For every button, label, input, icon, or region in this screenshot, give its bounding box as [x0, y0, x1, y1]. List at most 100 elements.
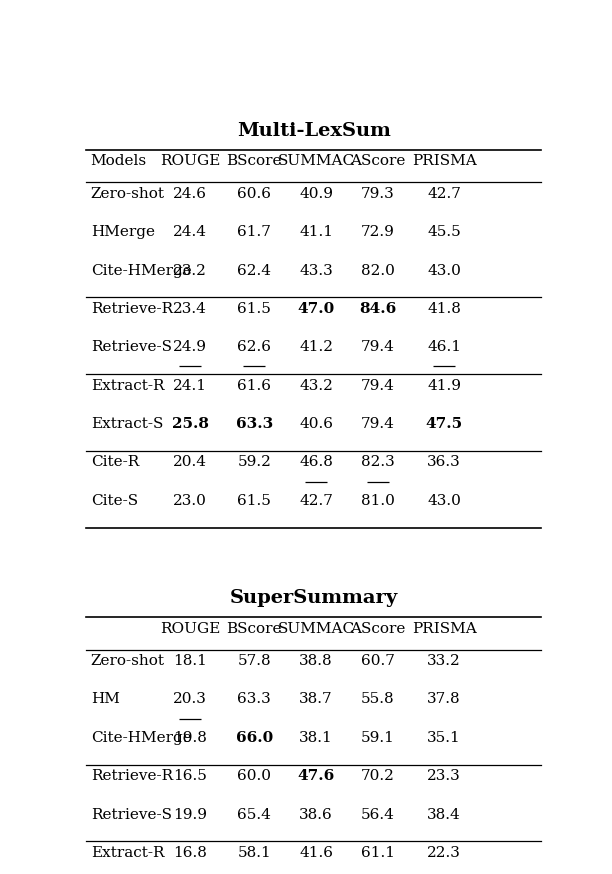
Text: 38.4: 38.4	[427, 808, 461, 822]
Text: 41.8: 41.8	[427, 302, 461, 316]
Text: Zero-shot: Zero-shot	[91, 654, 165, 668]
Text: 43.0: 43.0	[427, 264, 461, 278]
Text: BScore: BScore	[226, 155, 282, 169]
Text: 19.8: 19.8	[173, 731, 207, 745]
Text: 24.1: 24.1	[173, 378, 207, 392]
Text: 82.0: 82.0	[360, 264, 395, 278]
Text: 25.8: 25.8	[172, 417, 209, 431]
Text: Retrieve-S: Retrieve-S	[91, 808, 172, 822]
Text: PRISMA: PRISMA	[412, 155, 477, 169]
Text: 40.9: 40.9	[299, 187, 333, 201]
Text: 38.7: 38.7	[299, 692, 333, 706]
Text: Retrieve-R: Retrieve-R	[91, 769, 173, 783]
Text: 23.0: 23.0	[173, 494, 207, 508]
Text: AScore: AScore	[350, 621, 405, 635]
Text: 36.3: 36.3	[427, 455, 461, 469]
Text: 79.3: 79.3	[361, 187, 395, 201]
Text: Retrieve-R: Retrieve-R	[91, 302, 173, 316]
Text: 41.1: 41.1	[299, 225, 333, 239]
Text: PRISMA: PRISMA	[412, 621, 477, 635]
Text: 35.1: 35.1	[427, 731, 461, 745]
Text: 38.8: 38.8	[299, 654, 333, 668]
Text: 79.4: 79.4	[360, 378, 395, 392]
Text: 45.5: 45.5	[427, 225, 461, 239]
Text: 18.1: 18.1	[173, 654, 207, 668]
Text: 82.3: 82.3	[361, 455, 395, 469]
Text: Extract-S: Extract-S	[91, 417, 163, 431]
Text: 20.3: 20.3	[173, 692, 207, 706]
Text: 59.2: 59.2	[237, 455, 271, 469]
Text: 79.4: 79.4	[360, 340, 395, 354]
Text: 43.3: 43.3	[299, 264, 333, 278]
Text: 65.4: 65.4	[237, 808, 271, 822]
Text: 62.6: 62.6	[237, 340, 271, 354]
Text: 47.6: 47.6	[297, 769, 335, 783]
Text: Zero-shot: Zero-shot	[91, 187, 165, 201]
Text: 61.5: 61.5	[237, 302, 271, 316]
Text: HMerge: HMerge	[91, 225, 155, 239]
Text: 16.5: 16.5	[173, 769, 207, 783]
Text: 41.9: 41.9	[427, 378, 461, 392]
Text: 61.1: 61.1	[360, 846, 395, 860]
Text: Extract-R: Extract-R	[91, 378, 164, 392]
Text: 23.4: 23.4	[173, 302, 207, 316]
Text: 72.9: 72.9	[360, 225, 395, 239]
Text: 16.8: 16.8	[173, 846, 207, 860]
Text: 24.6: 24.6	[173, 187, 207, 201]
Text: HM: HM	[91, 692, 119, 706]
Text: 37.8: 37.8	[427, 692, 461, 706]
Text: 41.2: 41.2	[299, 340, 333, 354]
Text: 23.3: 23.3	[427, 769, 461, 783]
Text: 70.2: 70.2	[360, 769, 395, 783]
Text: 79.4: 79.4	[360, 417, 395, 431]
Text: 66.0: 66.0	[236, 731, 273, 745]
Text: 59.1: 59.1	[360, 731, 395, 745]
Text: ROUGE: ROUGE	[160, 155, 220, 169]
Text: Models: Models	[91, 155, 147, 169]
Text: 47.0: 47.0	[297, 302, 335, 316]
Text: 81.0: 81.0	[360, 494, 395, 508]
Text: Extract-R: Extract-R	[91, 846, 164, 860]
Text: 61.7: 61.7	[237, 225, 271, 239]
Text: 84.6: 84.6	[359, 302, 397, 316]
Text: 19.9: 19.9	[173, 808, 207, 822]
Text: 60.7: 60.7	[360, 654, 395, 668]
Text: 38.6: 38.6	[299, 808, 333, 822]
Text: SuperSummary: SuperSummary	[230, 589, 398, 607]
Text: 33.2: 33.2	[427, 654, 461, 668]
Text: 56.4: 56.4	[360, 808, 395, 822]
Text: 46.8: 46.8	[299, 455, 333, 469]
Text: 58.1: 58.1	[237, 846, 271, 860]
Text: 23.2: 23.2	[173, 264, 207, 278]
Text: Cite-HMerge: Cite-HMerge	[91, 264, 192, 278]
Text: 41.6: 41.6	[299, 846, 333, 860]
Text: BScore: BScore	[226, 621, 282, 635]
Text: 61.6: 61.6	[237, 378, 271, 392]
Text: 43.2: 43.2	[299, 378, 333, 392]
Text: SUMMAC: SUMMAC	[277, 155, 354, 169]
Text: 63.3: 63.3	[236, 417, 273, 431]
Text: 20.4: 20.4	[173, 455, 207, 469]
Text: 22.3: 22.3	[427, 846, 461, 860]
Text: Cite-R: Cite-R	[91, 455, 139, 469]
Text: 40.6: 40.6	[299, 417, 333, 431]
Text: 47.5: 47.5	[425, 417, 463, 431]
Text: 55.8: 55.8	[361, 692, 395, 706]
Text: 24.9: 24.9	[173, 340, 207, 354]
Text: Cite-HMerge: Cite-HMerge	[91, 731, 192, 745]
Text: AScore: AScore	[350, 155, 405, 169]
Text: 43.0: 43.0	[427, 494, 461, 508]
Text: 63.3: 63.3	[237, 692, 271, 706]
Text: 62.4: 62.4	[237, 264, 271, 278]
Text: 60.0: 60.0	[237, 769, 271, 783]
Text: 46.1: 46.1	[427, 340, 461, 354]
Text: 42.7: 42.7	[299, 494, 333, 508]
Text: Retrieve-S: Retrieve-S	[91, 340, 172, 354]
Text: 60.6: 60.6	[237, 187, 271, 201]
Text: Multi-LexSum: Multi-LexSum	[237, 121, 390, 140]
Text: SUMMAC: SUMMAC	[277, 621, 354, 635]
Text: 61.5: 61.5	[237, 494, 271, 508]
Text: 42.7: 42.7	[427, 187, 461, 201]
Text: ROUGE: ROUGE	[160, 621, 220, 635]
Text: 57.8: 57.8	[237, 654, 271, 668]
